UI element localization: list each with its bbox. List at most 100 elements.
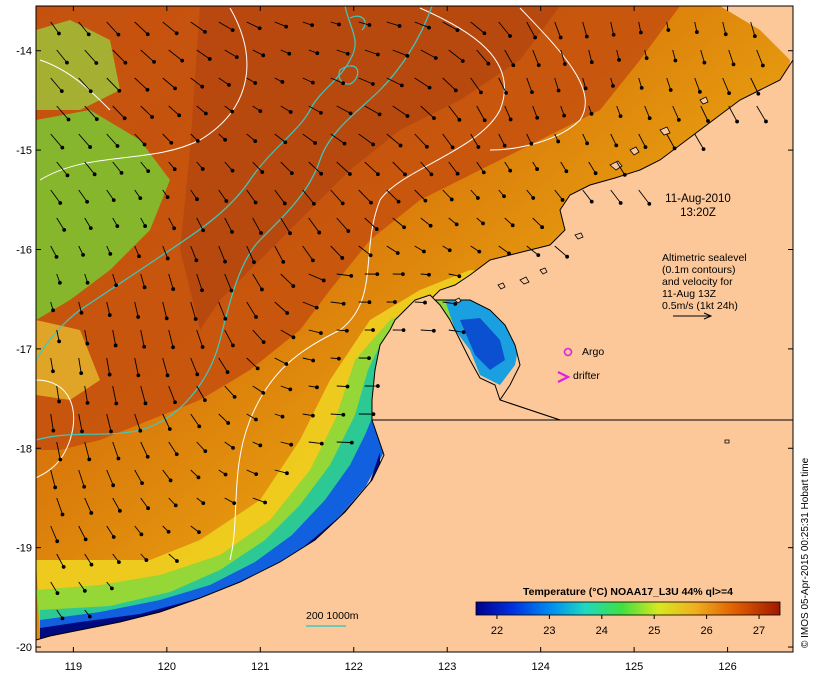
velocity-arrow-head [647, 116, 652, 121]
velocity-arrow-head [122, 116, 127, 121]
datetime-line1: 11-Aug-2010 [665, 193, 731, 205]
velocity-arrow-head [403, 172, 407, 177]
velocity-arrow-head [284, 24, 289, 29]
velocity-arrow [386, 133, 401, 146]
velocity-arrow [190, 77, 203, 88]
velocity-arrow [134, 21, 149, 35]
velocity-arrow-head [280, 414, 285, 419]
velocity-arrow [196, 273, 203, 291]
velocity-arrow-head [288, 231, 292, 236]
velocity-arrow [532, 49, 540, 66]
velocity-arrow-head [92, 172, 97, 177]
velocity-arrow-head [253, 81, 258, 85]
islands [454, 96, 730, 444]
velocity-arrow [728, 105, 738, 122]
velocity-arrow-head [203, 449, 208, 454]
velocity-arrow-head [54, 254, 59, 259]
velocity-arrow-head [143, 401, 148, 406]
velocity-arrow-head [223, 472, 228, 477]
lon-tick-label: 120 [158, 661, 176, 673]
lat-tick-label: -15 [16, 145, 32, 157]
velocity-arrow-head [85, 280, 90, 285]
velocity-arrow-head [89, 511, 94, 515]
velocity-arrow-head [393, 300, 397, 304]
scale-arrow [673, 312, 713, 320]
velocity-arrow-head [288, 387, 293, 392]
drifter-label: drifter [573, 370, 600, 382]
velocity-arrow-head [535, 115, 540, 120]
velocity-arrow [140, 385, 146, 404]
velocity-arrow-head [59, 89, 64, 94]
velocity-arrow [386, 21, 400, 27]
lon-tick-label: 121 [251, 661, 269, 673]
velocity-arrow [78, 469, 85, 487]
velocity-arrow-head [284, 362, 289, 366]
velocity-arrow [218, 245, 226, 262]
velocity-arrow-head [310, 258, 315, 263]
velocity-arrow [218, 189, 227, 202]
velocity-arrow [700, 105, 709, 122]
velocity-arrow-head [194, 258, 199, 263]
velocity-arrow-head [55, 539, 60, 544]
velocity-arrow-head [142, 285, 147, 290]
velocity-arrow-head [85, 199, 89, 204]
velocity-arrows [50, 21, 768, 621]
velocity-arrow-head [115, 144, 120, 148]
velocity-arrow [218, 413, 229, 424]
velocity-arrow-head [61, 565, 66, 569]
velocity-arrow [218, 357, 228, 373]
velocity-arrow-head [234, 55, 239, 60]
velocity-arrow-head [60, 145, 65, 150]
velocity-arrow-head [143, 224, 148, 228]
velocity-arrow-head [319, 441, 324, 446]
velocity-arrow [78, 21, 90, 35]
velocity-arrow-head [341, 81, 346, 86]
velocity-arrow [140, 161, 149, 172]
colorbar-tick-label: 27 [753, 625, 765, 637]
velocity-arrow-head [152, 60, 156, 64]
velocity-arrow-head [405, 114, 410, 118]
velocity-arrow-head [230, 109, 235, 114]
velocity-arrow [50, 525, 58, 542]
velocity-arrow-head [701, 147, 706, 151]
velocity-arrow-head [230, 168, 235, 173]
velocity-arrow-head [370, 82, 375, 86]
velocity-arrow [252, 385, 264, 394]
sealevel-contours [36, 7, 586, 561]
velocity-arrow-head [83, 537, 88, 542]
velocity-arrow-head [174, 31, 179, 36]
velocity-arrow [666, 133, 675, 149]
velocity-arrow [420, 161, 432, 175]
lat-tick-label: -17 [16, 344, 32, 356]
velocity-arrow [246, 189, 257, 203]
velocity-arrow-head [117, 88, 122, 93]
velocity-arrow-head [536, 253, 541, 258]
datetime-line2: 13:20Z [680, 207, 716, 219]
velocity-arrow-head [477, 249, 482, 254]
velocity-arrow-head [60, 512, 65, 517]
velocity-arrow [162, 469, 171, 481]
velocity-arrow-head [454, 222, 459, 227]
velocity-arrow [442, 77, 457, 91]
velocity-arrow-head [252, 260, 256, 265]
velocity-arrow-head [533, 35, 538, 40]
velocity-arrow-head [311, 358, 316, 363]
lon-tick-label: 123 [438, 661, 456, 673]
velocity-arrow-head [55, 591, 60, 596]
velocity-arrow [694, 133, 704, 150]
velocity-arrow [84, 49, 97, 64]
velocity-arrow [504, 49, 514, 66]
velocity-arrow [392, 105, 408, 117]
velocity-arrow [420, 105, 435, 119]
velocity-arrow-head [348, 111, 353, 116]
velocity-arrow-head [341, 412, 346, 417]
velocity-arrow [274, 21, 287, 28]
velocity-arrow-head [180, 58, 185, 63]
velocity-arrow-head [695, 30, 699, 34]
velocity-arrow [168, 217, 175, 229]
velocity-arrow-head [367, 356, 371, 361]
velocity-arrow [330, 301, 344, 305]
velocity-arrow [476, 105, 486, 121]
velocity-arrow-head [65, 60, 69, 65]
velocity-arrow-head [94, 61, 99, 65]
